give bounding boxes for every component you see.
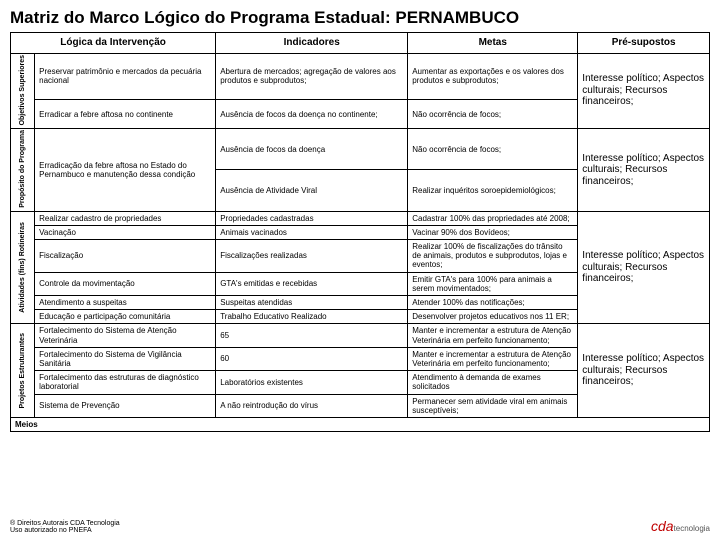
copy-line2: Uso autorizado no PNEFA <box>10 527 120 534</box>
cell-logica: Educação e participação comunitária <box>35 310 216 324</box>
cell-metas: Emitir GTA's para 100% para animais a se… <box>408 272 578 295</box>
cell-ind: Ausência de focos da doença <box>216 128 408 169</box>
cell-metas: Desenvolver projetos educativos nos 11 E… <box>408 310 578 324</box>
cell-ind: Laboratórios existentes <box>216 371 408 394</box>
cell-metas: Não ocorrência de focos; <box>408 128 578 169</box>
cell-ind: GTA's emitidas e recebidas <box>216 272 408 295</box>
cell-ind: Ausência de Atividade Viral <box>216 170 408 211</box>
copy-line1: ® Direitos Autorais CDA Tecnologia <box>10 520 120 527</box>
cell-logica: Fiscalização <box>35 240 216 273</box>
cell-metas: Realizar inquéritos soroepidemiológicos; <box>408 170 578 211</box>
cell-logica: Fortalecimento do Sistema de Atenção Vet… <box>35 324 216 347</box>
col-presupostos: Pré-supostos <box>578 33 710 54</box>
cell-logica: Fortalecimento do Sistema de Vigilância … <box>35 347 216 370</box>
cell-logica: Preservar patrimônio e mercados da pecuá… <box>35 53 216 100</box>
cell-metas: Atender 100% das notificações; <box>408 296 578 310</box>
cell-logica: Fortalecimento das estruturas de diagnós… <box>35 371 216 394</box>
cell-ind: Abertura de mercados; agregação de valor… <box>216 53 408 100</box>
title-state: PERNAMBUCO <box>395 8 519 27</box>
side-objetivos: Objetivos Superiores <box>11 53 35 128</box>
cell-metas: Realizar 100% de fiscalizações do trânsi… <box>408 240 578 273</box>
table-row: Projetos Estruturantes Fortalecimento do… <box>11 324 710 347</box>
cell-metas: Manter e incrementar a estrutura de Aten… <box>408 324 578 347</box>
cell-metas: Cadastrar 100% das propriedades até 2008… <box>408 211 578 225</box>
cell-logica: Sistema de Prevenção <box>35 394 216 417</box>
table-row: Objetivos Superiores Preservar patrimôni… <box>11 53 710 100</box>
cell-metas: Manter e incrementar a estrutura de Aten… <box>408 347 578 370</box>
cell-logica: Vacinação <box>35 225 216 239</box>
cell-pre: Interesse político; Aspectos culturais; … <box>578 53 710 128</box>
cell-ind: 65 <box>216 324 408 347</box>
col-indicadores: Indicadores <box>216 33 408 54</box>
col-logica: Lógica da Intervenção <box>11 33 216 54</box>
cell-logica: Erradicar a febre aftosa no continente <box>35 100 216 129</box>
cell-logica: Atendimento a suspeitas <box>35 296 216 310</box>
cell-ind: 60 <box>216 347 408 370</box>
title-prefix: Matriz do Marco Lógico do Programa Estad… <box>10 8 395 27</box>
cell-ind: A não reintrodução do vírus <box>216 394 408 417</box>
cell-metas: Vacinar 90% dos Bovídeos; <box>408 225 578 239</box>
brand-main: cda <box>651 518 674 534</box>
brand-logo: cdatecnologia <box>651 518 710 534</box>
cell-logica: Erradicação da febre aftosa no Estado do… <box>35 128 216 211</box>
logic-matrix-table: Lógica da Intervenção Indicadores Metas … <box>10 32 710 432</box>
cell-ind: Fiscalizações realizadas <box>216 240 408 273</box>
cell-metas: Aumentar as exportações e os valores dos… <box>408 53 578 100</box>
copyright: ® Direitos Autorais CDA Tecnologia Uso a… <box>10 520 120 534</box>
side-atividades: Atividades (fins) Rotineiras <box>11 211 35 324</box>
cell-ind: Animais vacinados <box>216 225 408 239</box>
header-row: Lógica da Intervenção Indicadores Metas … <box>11 33 710 54</box>
cell-logica: Controle da movimentação <box>35 272 216 295</box>
cell-metas: Atendimento à demanda de exames solicita… <box>408 371 578 394</box>
cell-ind: Ausência de focos da doença no continent… <box>216 100 408 129</box>
cell-metas: Não ocorrência de focos; <box>408 100 578 129</box>
brand-sub: tecnologia <box>674 524 710 533</box>
table-row: Propósito do Programa Erradicação da feb… <box>11 128 710 169</box>
cell-logica: Realizar cadastro de propriedades <box>35 211 216 225</box>
table-row: Atividades (fins) Rotineiras Realizar ca… <box>11 211 710 225</box>
cell-pre: Interesse político; Aspectos culturais; … <box>578 324 710 418</box>
cell-pre: Interesse político; Aspectos culturais; … <box>578 211 710 324</box>
col-metas: Metas <box>408 33 578 54</box>
cell-ind: Propriedades cadastradas <box>216 211 408 225</box>
side-projetos: Projetos Estruturantes <box>11 324 35 418</box>
table-row-meios: Meios <box>11 417 710 431</box>
cell-ind: Trabalho Educativo Realizado <box>216 310 408 324</box>
cell-pre: Interesse político; Aspectos culturais; … <box>578 128 710 211</box>
cell-ind: Suspeitas atendidas <box>216 296 408 310</box>
cell-metas: Permanecer sem atividade viral em animai… <box>408 394 578 417</box>
footer: ® Direitos Autorais CDA Tecnologia Uso a… <box>10 518 710 534</box>
meios-label: Meios <box>11 417 216 431</box>
page-title: Matriz do Marco Lógico do Programa Estad… <box>10 8 710 28</box>
side-proposito: Propósito do Programa <box>11 128 35 211</box>
